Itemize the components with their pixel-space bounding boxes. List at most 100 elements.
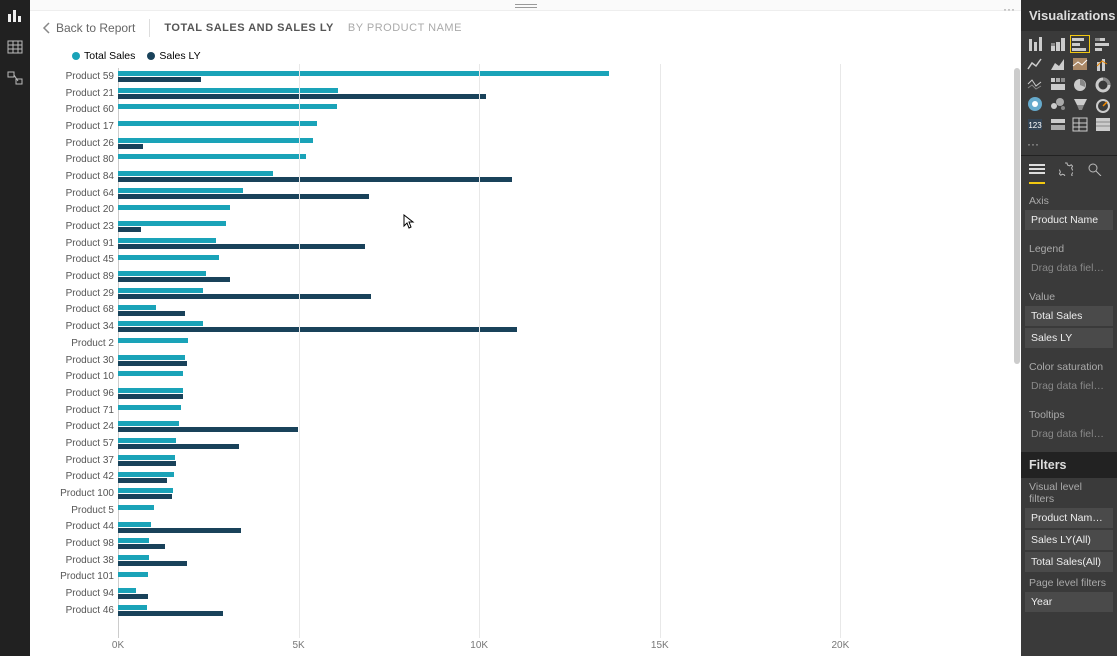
viz-type-icon[interactable] bbox=[1070, 115, 1090, 133]
bar-sales-ly[interactable] bbox=[118, 528, 241, 533]
viz-type-icon[interactable] bbox=[1025, 35, 1045, 53]
model-view-icon[interactable] bbox=[6, 70, 24, 88]
viz-type-icon[interactable] bbox=[1093, 95, 1113, 113]
bar-total-sales[interactable] bbox=[118, 288, 203, 293]
bar-row[interactable] bbox=[118, 469, 1021, 486]
bar-sales-ly[interactable] bbox=[118, 394, 183, 399]
viz-type-icon[interactable] bbox=[1048, 75, 1068, 93]
bar-total-sales[interactable] bbox=[118, 255, 219, 260]
bar-total-sales[interactable] bbox=[118, 238, 216, 243]
bar-total-sales[interactable] bbox=[118, 71, 609, 76]
bar-sales-ly[interactable] bbox=[118, 144, 143, 149]
bar-sales-ly[interactable] bbox=[118, 244, 365, 249]
bar-sales-ly[interactable] bbox=[118, 594, 148, 599]
chart-scrollbar[interactable] bbox=[1013, 68, 1021, 638]
bar-row[interactable] bbox=[118, 185, 1021, 202]
bar-total-sales[interactable] bbox=[118, 555, 149, 560]
back-to-report-button[interactable]: Back to Report bbox=[42, 21, 135, 35]
bar-sales-ly[interactable] bbox=[118, 461, 176, 466]
bar-total-sales[interactable] bbox=[118, 505, 154, 510]
bar-total-sales[interactable] bbox=[118, 588, 136, 593]
bar-sales-ly[interactable] bbox=[118, 478, 167, 483]
bar-total-sales[interactable] bbox=[118, 405, 181, 410]
tooltips-placeholder[interactable]: Drag data fields here bbox=[1025, 424, 1113, 444]
more-visuals-button[interactable]: ··· bbox=[1021, 137, 1117, 155]
bar-total-sales[interactable] bbox=[118, 355, 185, 360]
bar-row[interactable] bbox=[118, 101, 1021, 118]
bar-row[interactable] bbox=[118, 318, 1021, 335]
filter-sales-ly[interactable]: Sales LY(All) bbox=[1025, 530, 1113, 550]
grip-icon[interactable] bbox=[515, 4, 537, 8]
bar-row[interactable] bbox=[118, 452, 1021, 469]
bar-sales-ly[interactable] bbox=[118, 94, 486, 99]
bar-row[interactable] bbox=[118, 168, 1021, 185]
legend-item-sales-ly[interactable]: Sales LY bbox=[147, 50, 200, 62]
viz-type-icon[interactable] bbox=[1025, 55, 1045, 73]
bar-row[interactable] bbox=[118, 585, 1021, 602]
bar-row[interactable] bbox=[118, 335, 1021, 352]
bar-row[interactable] bbox=[118, 435, 1021, 452]
bar-row[interactable] bbox=[118, 202, 1021, 219]
bar-total-sales[interactable] bbox=[118, 388, 183, 393]
bar-total-sales[interactable] bbox=[118, 455, 175, 460]
value-field-total-sales[interactable]: Total Sales bbox=[1025, 306, 1113, 326]
bar-total-sales[interactable] bbox=[118, 488, 173, 493]
bar-row[interactable] bbox=[118, 252, 1021, 269]
bar-row[interactable] bbox=[118, 485, 1021, 502]
bar-row[interactable] bbox=[118, 519, 1021, 536]
bar-total-sales[interactable] bbox=[118, 271, 206, 276]
viz-type-icon[interactable] bbox=[1025, 95, 1045, 113]
bar-total-sales[interactable] bbox=[118, 88, 338, 93]
viz-type-icon[interactable] bbox=[1070, 55, 1090, 73]
bar-total-sales[interactable] bbox=[118, 438, 176, 443]
bar-row[interactable] bbox=[118, 502, 1021, 519]
bar-row[interactable] bbox=[118, 602, 1021, 619]
bar-total-sales[interactable] bbox=[118, 188, 243, 193]
viz-type-icon[interactable] bbox=[1070, 75, 1090, 93]
report-view-icon[interactable] bbox=[6, 6, 24, 24]
bar-total-sales[interactable] bbox=[118, 171, 273, 176]
bar-sales-ly[interactable] bbox=[118, 611, 223, 616]
page-filter-year[interactable]: Year bbox=[1025, 592, 1113, 612]
viz-type-icon[interactable] bbox=[1070, 35, 1090, 53]
bar-sales-ly[interactable] bbox=[118, 227, 141, 232]
bar-total-sales[interactable] bbox=[118, 371, 183, 376]
bar-sales-ly[interactable] bbox=[118, 561, 187, 566]
bar-row[interactable] bbox=[118, 285, 1021, 302]
bar-total-sales[interactable] bbox=[118, 305, 156, 310]
viz-type-icon[interactable] bbox=[1048, 55, 1068, 73]
bar-total-sales[interactable] bbox=[118, 522, 151, 527]
bar-row[interactable] bbox=[118, 268, 1021, 285]
bar-row[interactable] bbox=[118, 235, 1021, 252]
analytics-tab[interactable] bbox=[1087, 162, 1103, 184]
bar-row[interactable] bbox=[118, 368, 1021, 385]
viz-type-icon[interactable] bbox=[1048, 115, 1068, 133]
bar-row[interactable] bbox=[118, 68, 1021, 85]
fields-tab[interactable] bbox=[1029, 162, 1045, 184]
bar-total-sales[interactable] bbox=[118, 472, 174, 477]
visual-options-button[interactable]: ··· bbox=[1003, 2, 1015, 16]
bar-total-sales[interactable] bbox=[118, 138, 313, 143]
bar-row[interactable] bbox=[118, 135, 1021, 152]
bar-total-sales[interactable] bbox=[118, 572, 148, 577]
bar-row[interactable] bbox=[118, 402, 1021, 419]
viz-type-icon[interactable] bbox=[1093, 75, 1113, 93]
viz-type-icon[interactable] bbox=[1093, 115, 1113, 133]
bar-sales-ly[interactable] bbox=[118, 327, 517, 332]
viz-type-icon[interactable] bbox=[1025, 75, 1045, 93]
bar-total-sales[interactable] bbox=[118, 338, 188, 343]
bar-chart[interactable]: Product 59Product 21Product 60Product 17… bbox=[30, 64, 1021, 656]
viz-type-icon[interactable] bbox=[1048, 35, 1068, 53]
bar-sales-ly[interactable] bbox=[118, 494, 172, 499]
scroll-thumb[interactable] bbox=[1014, 68, 1020, 364]
bar-sales-ly[interactable] bbox=[118, 77, 201, 82]
bar-total-sales[interactable] bbox=[118, 154, 306, 159]
viz-type-icon[interactable] bbox=[1048, 95, 1068, 113]
bar-total-sales[interactable] bbox=[118, 104, 337, 109]
bar-total-sales[interactable] bbox=[118, 321, 203, 326]
viz-type-icon[interactable] bbox=[1070, 95, 1090, 113]
bar-row[interactable] bbox=[118, 218, 1021, 235]
legend-item-total-sales[interactable]: Total Sales bbox=[72, 50, 135, 62]
bar-total-sales[interactable] bbox=[118, 538, 149, 543]
bar-row[interactable] bbox=[118, 85, 1021, 102]
